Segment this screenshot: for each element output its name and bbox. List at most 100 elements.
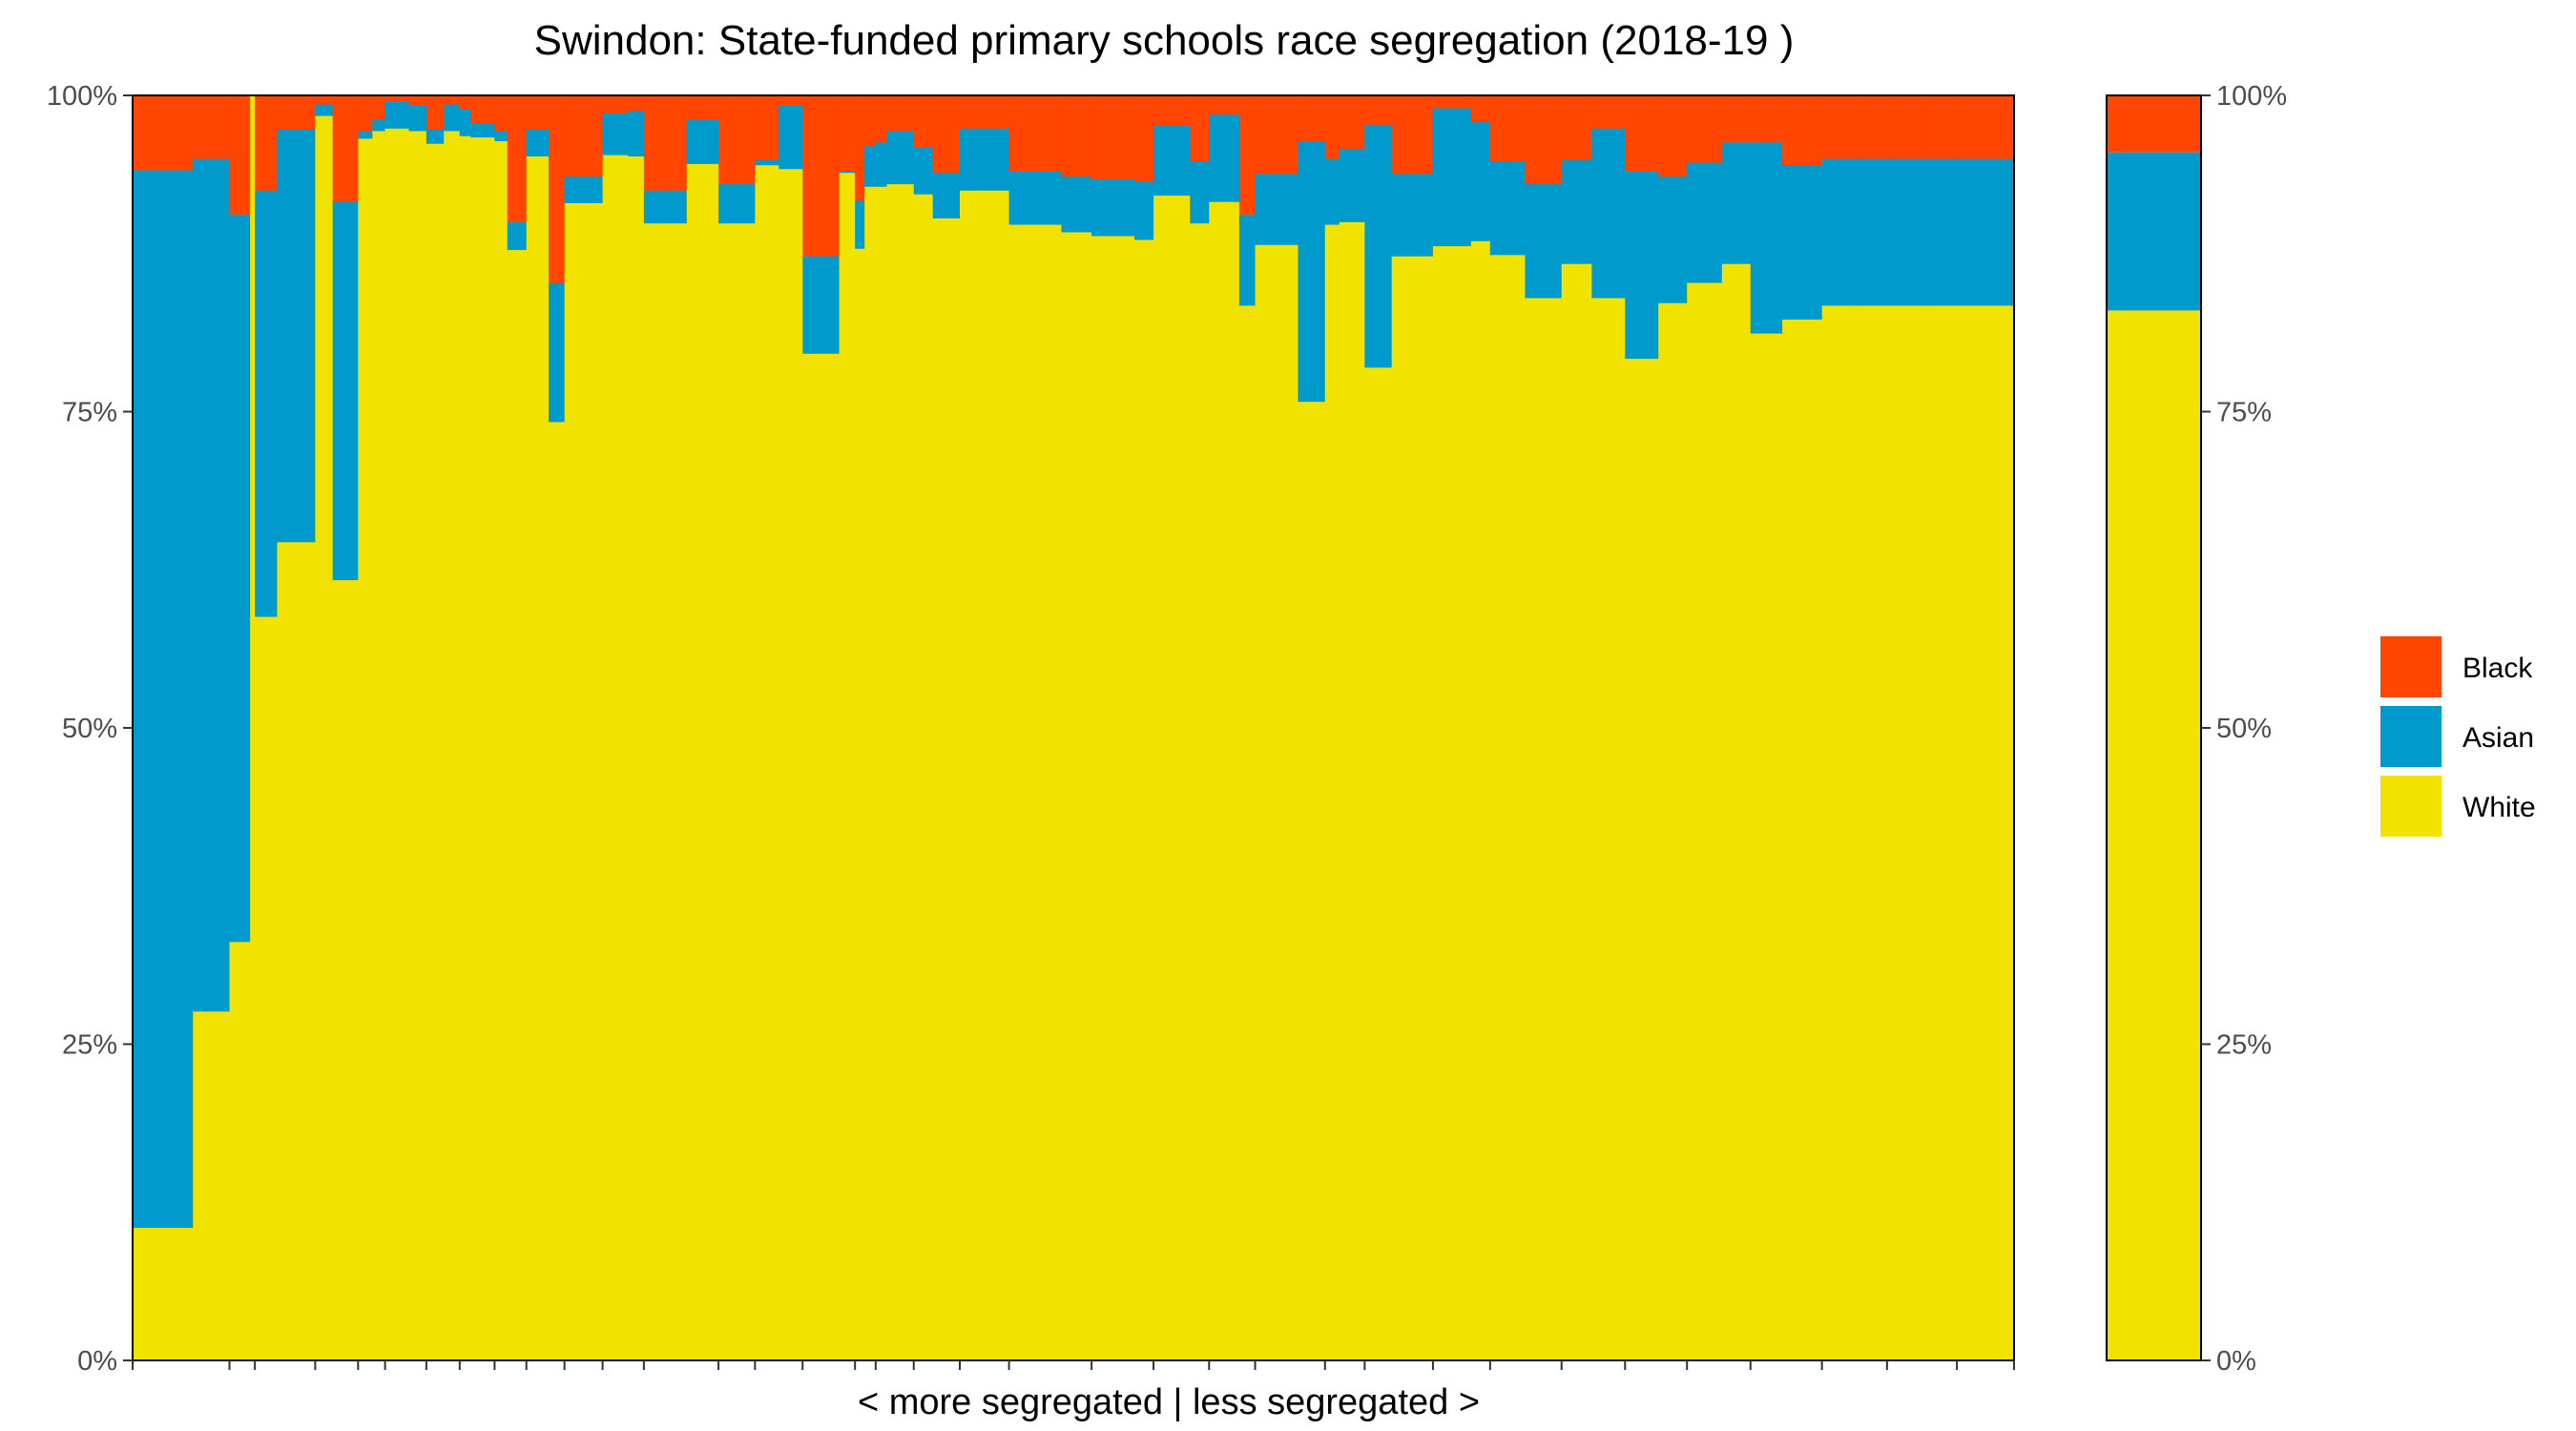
bar-segment-asian (1061, 176, 1092, 233)
bar-segment-white (802, 353, 841, 1361)
bar-segment-black (1134, 95, 1154, 182)
bar-segment-white (718, 222, 734, 1361)
bar-segment-black (470, 95, 496, 124)
bar-segment-black (1432, 95, 1472, 109)
bar-segment-white (755, 164, 779, 1361)
bar-segment-black (1855, 95, 1888, 159)
bar-segment-asian (193, 158, 231, 1012)
bar-segment-white (229, 942, 251, 1361)
bar-segment-asian (1782, 164, 1823, 320)
bar-segment-white (1298, 401, 1326, 1361)
bar-segment-white (1364, 367, 1393, 1361)
bar-segment-white (384, 128, 410, 1361)
bar-segment-black (1750, 95, 1783, 143)
bar-segment-asian (1432, 108, 1472, 247)
bar-segment-black (193, 95, 231, 159)
bar-segment-black (779, 95, 803, 106)
bar-segment-black (1298, 95, 1326, 142)
bar-segment-white (1324, 224, 1340, 1361)
bar-segment-asian (686, 119, 719, 164)
bar-segment-asian (229, 214, 251, 943)
bar-segment-white (193, 1011, 231, 1361)
bar-segment-asian (1489, 160, 1527, 256)
bar-segment-asian (459, 109, 472, 136)
bar-segment-black (802, 95, 841, 257)
bar-segment-black (444, 95, 461, 105)
bar-segment-asian (1855, 158, 1888, 306)
bar-segment-asian (1750, 142, 1783, 334)
overall-segment-black (2107, 95, 2201, 153)
bar-segment-black (229, 95, 251, 215)
bar-segment-asian (755, 159, 779, 166)
bar-segment-black (1687, 95, 1723, 163)
bar-segment-black (886, 95, 915, 132)
y-axis-right: 0% 25% 50% 75% 100% (2201, 81, 2287, 1377)
bar-segment-black (1061, 95, 1092, 177)
bar-segment-white (459, 135, 472, 1361)
bar-segment-white (1886, 305, 1924, 1361)
bar-segment-white (372, 131, 386, 1361)
bar-segment-asian (549, 282, 566, 423)
bar-segment-asian (1687, 162, 1723, 283)
bar-segment-white (913, 194, 934, 1361)
bar-segment-asian (1886, 158, 1924, 306)
bar-segment-white (1134, 239, 1154, 1361)
bar-segment-asian (1364, 124, 1393, 368)
legend-key-asian (2380, 706, 2441, 767)
bar-segment-asian (960, 128, 978, 191)
bar-segment-white (1525, 298, 1563, 1361)
bar-segment-asian (1391, 174, 1434, 257)
bar-segment-black (255, 95, 279, 191)
bar-segment-white (277, 542, 316, 1361)
bar-segment-white (332, 579, 359, 1361)
bar-segment-white (1190, 222, 1210, 1361)
bar-segment-asian (864, 146, 877, 187)
bar-segment-black (1209, 95, 1240, 115)
bar-segment-white (426, 143, 445, 1361)
bar-segment-black (1091, 95, 1135, 179)
bar-segment-white (358, 138, 373, 1361)
bar-segment-white (643, 222, 688, 1361)
bar-segment-black (1821, 95, 1857, 159)
bar-segment-white (1489, 255, 1527, 1361)
bar-segment-black (602, 95, 629, 114)
bar-segment-white (133, 1227, 194, 1361)
bar-segment-black (549, 95, 566, 283)
bar-segment-white (1750, 333, 1783, 1361)
bar-segment-asian (1591, 128, 1626, 299)
bar-segment-white (1591, 298, 1626, 1361)
bar-segment-white (1391, 256, 1434, 1361)
bar-segment-black (977, 95, 1010, 129)
bar-segment-black (628, 95, 645, 112)
bar-segment-black (277, 95, 316, 131)
bar-segment-black (1339, 95, 1365, 149)
y-tick-label-right: 0% (2216, 1346, 2256, 1377)
bar-segment-white (779, 168, 803, 1361)
bar-segment-asian (1153, 125, 1191, 197)
bar-segment-black (384, 95, 410, 102)
bar-segment-black (1923, 95, 1958, 159)
bar-segment-black (855, 95, 865, 201)
legend-key-white (2380, 776, 2441, 837)
bar-segment-white (733, 222, 756, 1361)
bar-segment-asian (332, 201, 359, 581)
bar-segment-white (1782, 319, 1823, 1361)
y-tick-label-right: 50% (2216, 714, 2272, 744)
bar-segment-black (643, 95, 688, 191)
bar-segment-asian (1298, 140, 1326, 403)
y-tick-label: 100% (47, 81, 117, 112)
bar-segment-black (133, 95, 194, 171)
bar-segment-asian (875, 142, 888, 187)
bar-segment-white (507, 249, 528, 1361)
bar-segment-asian (1821, 158, 1857, 306)
bar-segment-white (549, 422, 566, 1361)
bar-segment-black (1489, 95, 1527, 162)
overall-segment-white (2107, 310, 2201, 1360)
bar-segment-black (1561, 95, 1592, 160)
bar-segment-white (1821, 305, 1857, 1361)
bar-segment-white (1255, 244, 1299, 1361)
bar-segment-asian (1209, 114, 1240, 202)
bar-segment-black (315, 95, 334, 105)
bar-segment-black (1886, 95, 1924, 159)
